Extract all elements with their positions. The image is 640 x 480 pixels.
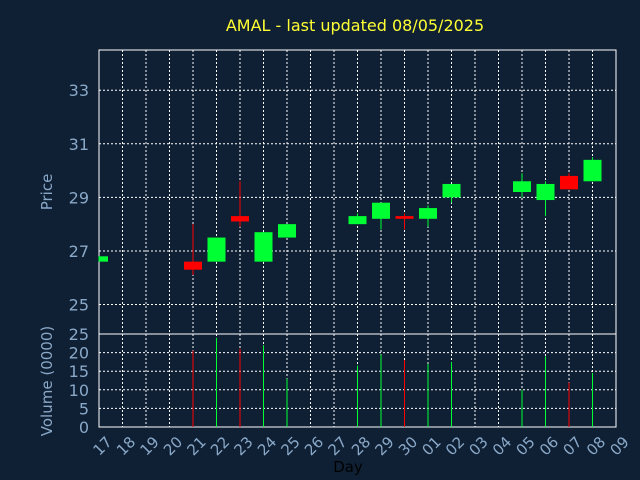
candle-body — [395, 216, 414, 219]
candle-body — [560, 175, 578, 190]
price-tick-labels: 25 27 29 31 33 — [69, 81, 89, 314]
day-tick-label: 18 — [113, 433, 139, 459]
volume-tick-label: 25 — [69, 325, 89, 344]
candle-body — [583, 159, 602, 182]
candle-body — [419, 208, 437, 219]
day-tick-label: 26 — [301, 433, 327, 459]
candle-body — [184, 261, 202, 270]
day-tick-label: 07 — [560, 433, 586, 459]
price-tick-label: 31 — [69, 135, 89, 154]
price-tick-label: 33 — [69, 81, 89, 100]
day-tick-label: 02 — [442, 433, 468, 459]
day-tick-label: 06 — [536, 433, 562, 459]
candle-body — [99, 256, 108, 262]
candle-body — [207, 237, 226, 262]
day-tick-label: 21 — [184, 433, 210, 459]
day-tick-label: 17 — [90, 433, 116, 459]
day-tick-label: 08 — [583, 433, 609, 459]
volume-tick-label: 20 — [69, 344, 89, 363]
day-tick-label: 01 — [419, 433, 445, 459]
candle-body — [372, 202, 390, 219]
volume-axis-label: Volume (0000) — [38, 326, 56, 436]
day-tick-label: 19 — [137, 433, 163, 459]
candle-body — [513, 181, 531, 192]
volume-tick-label: 10 — [69, 381, 89, 400]
day-tick-labels: 1718192021222324252627282930010203040506… — [90, 433, 633, 459]
candle-body — [536, 183, 555, 201]
day-tick-label: 22 — [207, 433, 233, 459]
day-tick-label: 30 — [395, 433, 421, 459]
volume-tick-label: 15 — [69, 362, 89, 381]
day-tick-label: 24 — [254, 433, 280, 459]
candle-body — [348, 216, 367, 225]
day-tick-label: 28 — [348, 433, 374, 459]
candle-body — [254, 232, 273, 262]
volume-bars — [192, 337, 593, 427]
price-axis-label: Price — [38, 174, 56, 211]
day-tick-label: 05 — [513, 433, 539, 459]
day-tick-label: 27 — [325, 433, 351, 459]
day-tick-label: 23 — [231, 433, 257, 459]
day-tick-label: 09 — [607, 433, 633, 459]
day-tick-label: 29 — [372, 433, 398, 459]
day-tick-label: 04 — [489, 433, 515, 459]
volume-tick-label: 0 — [79, 418, 89, 437]
chart-title: AMAL - last updated 08/05/2025 — [226, 16, 484, 35]
candles — [98, 157, 602, 276]
day-tick-label: 03 — [466, 433, 492, 459]
day-tick-label: 20 — [160, 433, 186, 459]
x-axis-label: Day — [333, 458, 363, 476]
candle-body — [231, 216, 249, 222]
day-tick-label: 25 — [278, 433, 304, 459]
price-tick-label: 29 — [69, 188, 89, 207]
price-tick-label: 25 — [69, 296, 89, 315]
candle-body — [278, 224, 296, 238]
volume-tick-label: 5 — [79, 399, 89, 418]
candle-body — [442, 183, 461, 198]
price-tick-label: 27 — [69, 242, 89, 261]
